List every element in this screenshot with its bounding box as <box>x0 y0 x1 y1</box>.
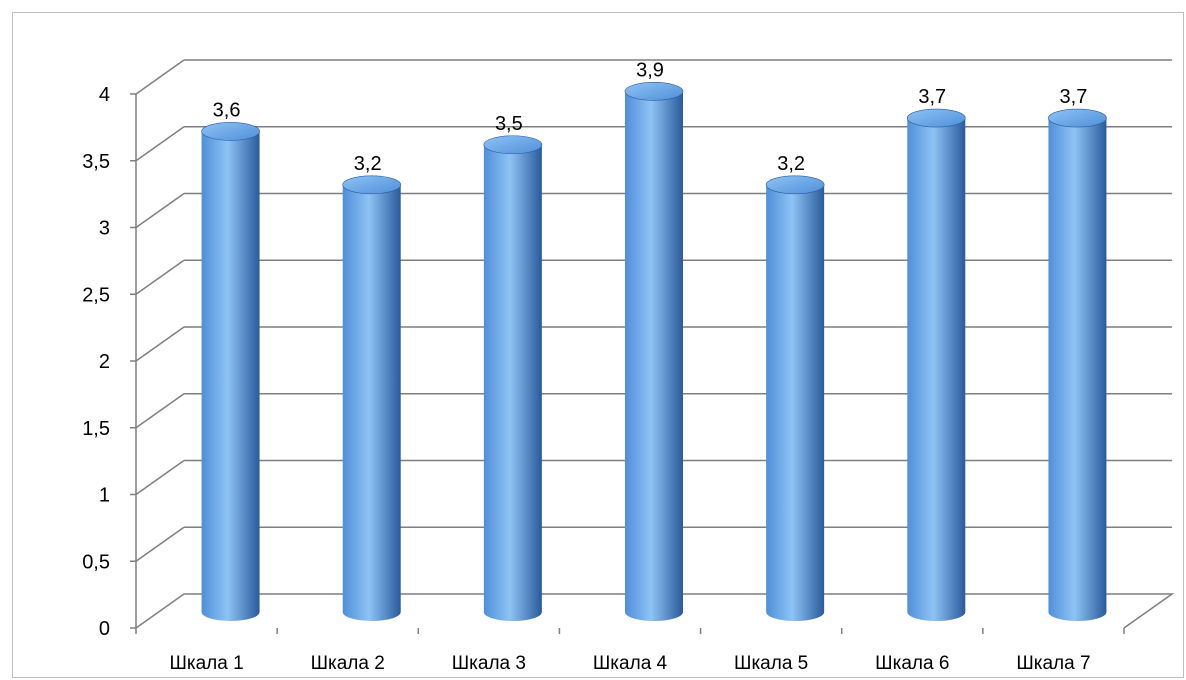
category-label: Шкала 4 <box>593 653 668 674</box>
bar-body <box>342 184 401 621</box>
bar-cap <box>906 108 966 128</box>
bar-body <box>201 131 260 621</box>
bar-7 <box>1048 108 1107 622</box>
category-label: Шкала 1 <box>169 653 243 674</box>
data-label: 3,2 <box>354 153 382 175</box>
bar-body <box>625 91 683 622</box>
bar-body <box>766 184 825 622</box>
bar-5 <box>765 175 825 622</box>
bar-body <box>483 144 542 621</box>
axes <box>130 93 1125 634</box>
y-tick-label: 1 <box>99 485 110 507</box>
category-label: Шкала 2 <box>311 653 385 674</box>
bars <box>201 82 1107 622</box>
bar-cap <box>624 82 684 101</box>
bar-body <box>1048 118 1107 622</box>
y-tick-label: 0 <box>99 618 110 640</box>
bar-3 <box>483 135 543 621</box>
gridline-side <box>135 526 185 562</box>
bar-cap <box>201 122 260 141</box>
category-label: Шкала 3 <box>452 653 526 674</box>
data-label: 3,5 <box>495 113 523 135</box>
gridline-side <box>135 393 185 429</box>
data-label: 3,6 <box>213 99 241 121</box>
category-label: Шкала 6 <box>875 653 949 674</box>
bar-2 <box>342 175 402 621</box>
bar-cap <box>342 175 402 195</box>
y-tick-label: 2,5 <box>82 284 110 306</box>
gridline-side <box>135 59 185 95</box>
y-tick-label: 3 <box>99 218 110 240</box>
data-labels: 3,6 3,2 3,5 3,9 3,2 3,7 3,7 <box>213 59 1088 174</box>
y-tick-label: 0,5 <box>82 551 110 573</box>
y-axis-tick-labels: 0 0,5 1 1,5 2 2,5 3 3,5 4 <box>82 84 110 640</box>
bar-4 <box>624 82 684 622</box>
bar-cap <box>1048 108 1107 128</box>
bar-cap <box>765 175 825 195</box>
gridline-side <box>135 326 185 362</box>
bar-1 <box>201 122 260 621</box>
gridline-side <box>135 459 185 496</box>
x-axis-category-labels: Шкала 1 Шкала 2 Шкала 3 Шкала 4 Шкала 5 Шкала… <box>169 653 1090 674</box>
y-tick-label: 4 <box>99 84 110 106</box>
y-tick-label: 1,5 <box>82 418 110 440</box>
y-tick-label: 2 <box>99 351 110 373</box>
y-tick-label: 3,5 <box>82 151 110 173</box>
data-label: 3,7 <box>1060 86 1088 108</box>
category-label: Шкала 7 <box>1016 653 1090 674</box>
data-label: 3,9 <box>636 59 664 81</box>
gridline-side <box>135 126 185 162</box>
bar-6 <box>906 108 966 622</box>
category-label: Шкала 5 <box>734 653 808 674</box>
gridline-side <box>135 192 185 229</box>
data-label: 3,7 <box>918 86 946 108</box>
bar-cap <box>483 135 543 155</box>
bar-body <box>907 118 966 622</box>
gridline-side <box>135 259 185 295</box>
data-label: 3,2 <box>777 153 805 175</box>
